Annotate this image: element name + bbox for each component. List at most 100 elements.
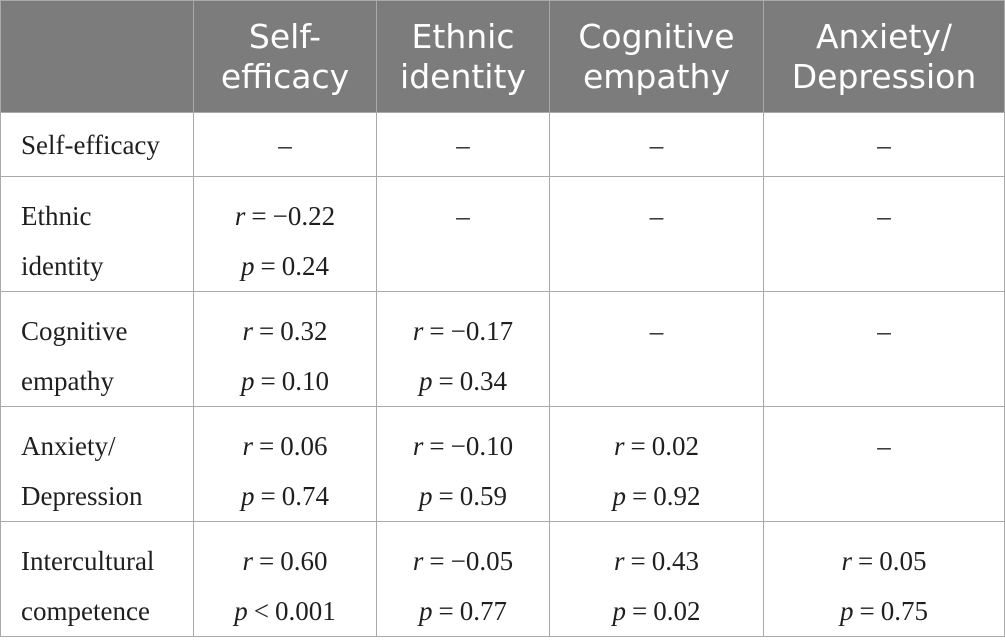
- empty-dash: –: [649, 316, 664, 346]
- p-symbol: p: [241, 251, 255, 281]
- r-value-line: r = −0.22: [194, 191, 376, 241]
- empty-dash: –: [278, 129, 292, 160]
- table-cell: –: [549, 291, 764, 407]
- r-symbol: r: [242, 546, 254, 576]
- header-cognitive-empathy: Cognitive empathy: [549, 0, 764, 113]
- empty-dash: –: [649, 201, 664, 231]
- table-cell: r = 0.32 p = 0.10: [193, 291, 377, 407]
- r-symbol: r: [412, 316, 424, 346]
- p-symbol: p: [612, 481, 627, 511]
- r-value-line: r = −0.05: [377, 536, 549, 586]
- table-cell: –: [763, 406, 1005, 522]
- p-operator: =: [632, 481, 648, 511]
- table-row: Intercultural competence r = 0.60 p <0.001 r = −0…: [0, 521, 1005, 637]
- r-value: −0.05: [450, 546, 514, 576]
- r-value: 0.02: [651, 431, 699, 461]
- row-label-cell: Anxiety/Depression: [0, 406, 194, 522]
- empty-dash: –: [456, 129, 470, 160]
- equals-sign: =: [630, 546, 646, 576]
- row-label-line: Cognitive: [21, 316, 128, 346]
- r-value-line: r = 0.60: [194, 536, 376, 586]
- row-label-line: Anxiety/: [21, 431, 116, 461]
- table-cell: –: [763, 112, 1005, 177]
- r-value-line: r = −0.17: [377, 306, 549, 356]
- table-cell: r = −0.22 p = 0.24: [193, 176, 377, 292]
- header-line: efficacy: [220, 56, 350, 96]
- header-ethnic-identity: Ethnic identity: [376, 0, 550, 113]
- p-value-line: p = 0.02: [550, 586, 763, 636]
- r-value-line: r = 0.32: [194, 306, 376, 356]
- p-operator: <: [253, 596, 269, 626]
- p-symbol: p: [241, 481, 255, 511]
- p-value: 0.34: [459, 366, 507, 396]
- r-value-line: r = 0.06: [194, 421, 376, 471]
- empty-dash: –: [877, 129, 891, 160]
- table-cell: –: [549, 176, 764, 292]
- equals-sign: =: [259, 431, 275, 461]
- p-value: 0.74: [281, 481, 329, 511]
- equals-sign: =: [251, 201, 267, 231]
- equals-sign: =: [259, 546, 275, 576]
- p-value-line: p = 0.10: [194, 356, 376, 406]
- row-label-line: Intercultural: [21, 546, 155, 576]
- p-operator: =: [438, 366, 454, 396]
- empty-dash: –: [877, 431, 891, 461]
- table-cell: r = −0.10 p = 0.59: [376, 406, 550, 522]
- empty-dash: –: [877, 201, 891, 231]
- table-cell: r = 0.43 p = 0.02: [549, 521, 764, 637]
- r-value-line: r = −0.10: [377, 421, 549, 471]
- p-operator: =: [260, 251, 276, 281]
- p-symbol: p: [840, 596, 854, 626]
- p-value-line: p = 0.34: [377, 356, 549, 406]
- p-value: 0.59: [459, 481, 507, 511]
- r-symbol: r: [841, 546, 853, 576]
- row-label-line: competence: [21, 596, 150, 626]
- p-symbol: p: [419, 596, 433, 626]
- r-value: −0.17: [450, 316, 514, 346]
- table-row: Cognitive empathy r = 0.32 p = 0.10 r = −0.17 p = 0.3…: [0, 291, 1005, 407]
- table-row: Anxiety/Depression r = 0.06 p = 0.74 r = −0.10 p = 0…: [0, 406, 1005, 522]
- table-cell: r = 0.05 p = 0.75: [763, 521, 1005, 637]
- r-symbol: r: [412, 546, 424, 576]
- row-label-cell: Self-efficacy: [0, 112, 194, 177]
- p-value: 0.02: [653, 596, 701, 626]
- empty-dash: –: [877, 316, 891, 346]
- header-anxiety-depression: Anxiety/ Depression: [763, 0, 1005, 113]
- table-cell: –: [376, 176, 550, 292]
- p-value-line: p = 0.77: [377, 586, 549, 636]
- p-operator: =: [859, 596, 875, 626]
- p-symbol: p: [241, 366, 255, 396]
- table-cell: –: [376, 112, 550, 177]
- r-value: −0.22: [272, 201, 336, 231]
- row-label-line: Ethnic: [21, 201, 92, 231]
- table-row: Self-efficacy – – – –: [0, 112, 1005, 177]
- p-value-line: p = 0.74: [194, 471, 376, 521]
- p-value: 0.77: [459, 596, 507, 626]
- r-symbol: r: [614, 431, 625, 461]
- p-operator: =: [632, 596, 648, 626]
- equals-sign: =: [630, 431, 646, 461]
- p-operator: =: [260, 481, 276, 511]
- header-line: empathy: [582, 56, 730, 96]
- p-value-line: p = 0.92: [550, 471, 763, 521]
- r-value: 0.32: [280, 316, 328, 346]
- p-value-line: p <0.001: [194, 586, 376, 636]
- table-header: Self- efficacy Ethnic identity Cognitive…: [0, 0, 1005, 113]
- header-line: Depression: [791, 56, 977, 96]
- equals-sign: =: [429, 546, 445, 576]
- p-symbol: p: [419, 366, 433, 396]
- header-line: Cognitive: [578, 16, 735, 56]
- r-value: −0.10: [450, 431, 514, 461]
- p-value-line: p = 0.59: [377, 471, 549, 521]
- empty-dash: –: [456, 201, 470, 231]
- equals-sign: =: [858, 546, 874, 576]
- table-cell: –: [763, 176, 1005, 292]
- header-corner-cell: [0, 0, 194, 113]
- p-value: 0.24: [281, 251, 329, 281]
- table-cell: r = −0.17 p = 0.34: [376, 291, 550, 407]
- row-label-cell: Intercultural competence: [0, 521, 194, 637]
- p-value-line: p = 0.24: [194, 241, 376, 291]
- p-operator: =: [438, 481, 454, 511]
- r-value-line: r = 0.05: [764, 536, 1004, 586]
- r-value: 0.60: [280, 546, 328, 576]
